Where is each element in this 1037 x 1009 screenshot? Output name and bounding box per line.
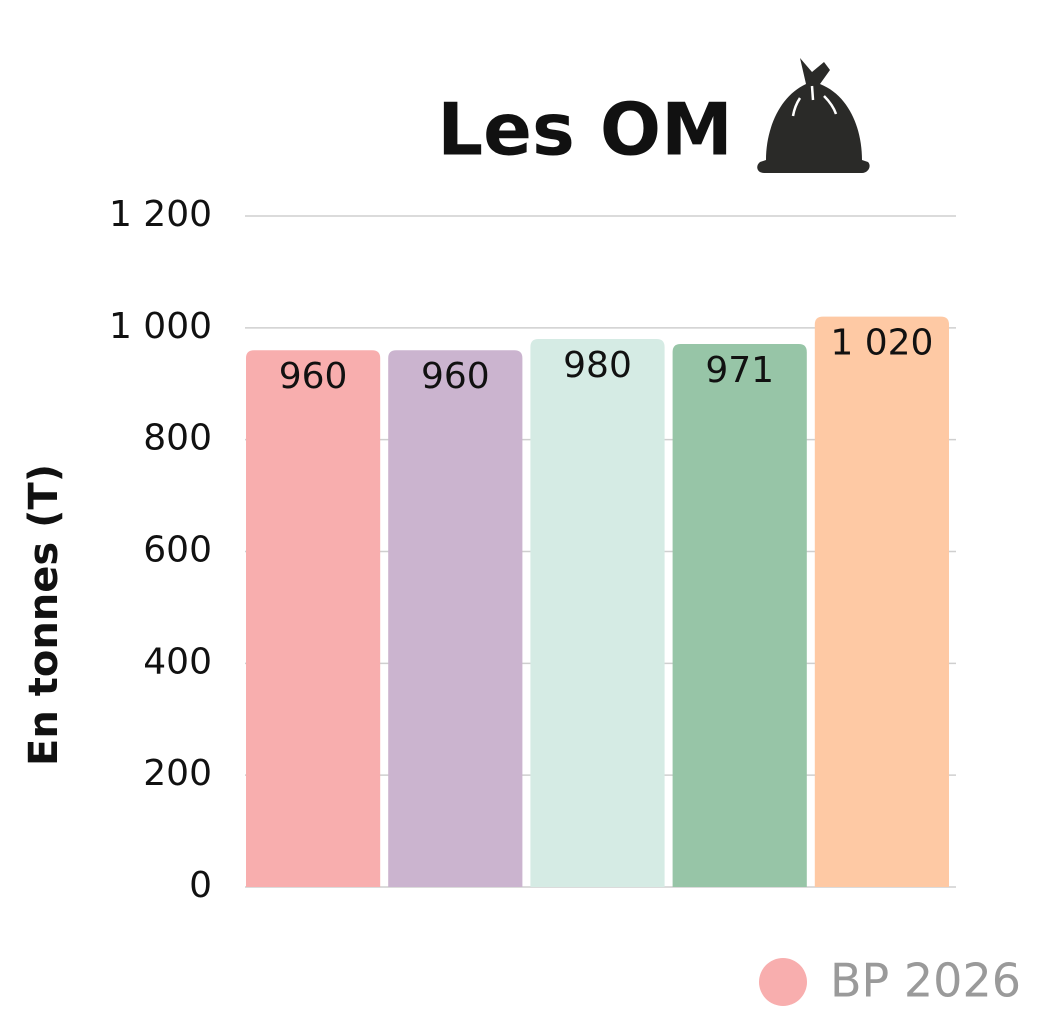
value-label: 1 020 <box>830 323 933 364</box>
y-tick-label: 1 000 <box>109 306 212 347</box>
bar <box>814 316 949 887</box>
bar <box>388 350 523 887</box>
y-axis-label: En tonnes (T) <box>21 464 67 766</box>
chart-title: Les OM <box>437 88 733 172</box>
value-label: 971 <box>705 350 774 391</box>
y-tick-label: 400 <box>143 641 212 682</box>
y-tick-label: 800 <box>143 418 212 459</box>
legend-swatch <box>759 958 807 1006</box>
trash-bag-icon <box>757 58 870 173</box>
legend-label: BP 2026 <box>830 954 1021 1008</box>
y-tick-label: 0 <box>189 865 212 906</box>
y-tick-label: 1 200 <box>109 194 212 235</box>
bar <box>672 344 807 887</box>
bar <box>530 339 665 887</box>
value-label: 960 <box>421 356 490 397</box>
value-label: 980 <box>563 345 632 386</box>
y-tick-label: 600 <box>143 530 212 571</box>
value-label: 960 <box>279 356 348 397</box>
y-tick-label: 200 <box>143 753 212 794</box>
bar <box>246 350 381 887</box>
